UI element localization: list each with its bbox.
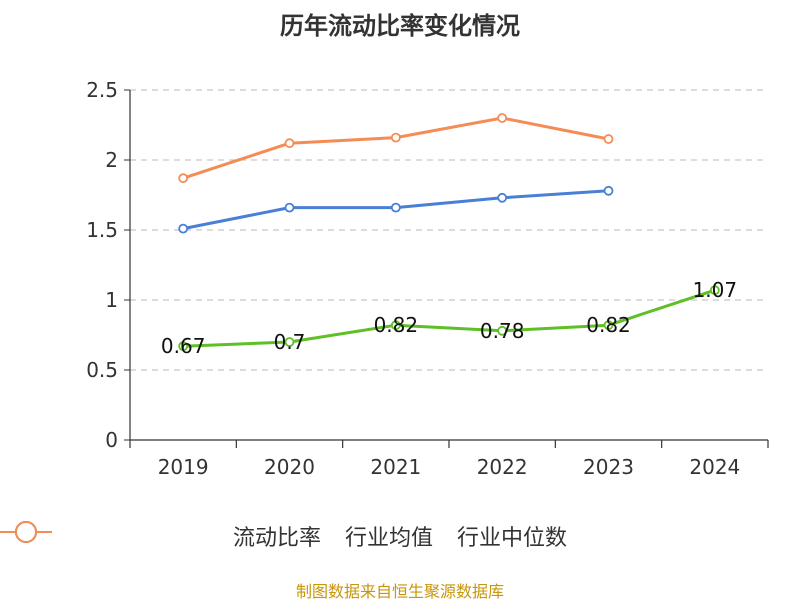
legend-line-icon — [0, 521, 52, 543]
data-point — [178, 223, 189, 234]
series-line — [183, 288, 716, 348]
legend-label: 行业均值 — [344, 526, 433, 551]
x-tick-label: 2020 — [264, 455, 315, 479]
data-point — [390, 132, 401, 143]
data-point — [178, 341, 189, 352]
data-point — [497, 113, 508, 123]
series-line — [182, 116, 609, 180]
data-point — [603, 134, 614, 144]
data-label: 0.67 — [161, 334, 206, 358]
y-tick-label: 0 — [105, 428, 118, 452]
x-tick-label: 2023 — [583, 455, 634, 479]
legend-label: 流动比率 — [232, 526, 321, 551]
data-source-note: 制图数据来自恒生聚源数据库 — [295, 582, 504, 601]
data-point — [390, 202, 401, 213]
data-point — [390, 320, 401, 331]
data-point — [284, 202, 295, 213]
data-label: 0.7 — [274, 330, 306, 354]
x-tick-label: 2022 — [477, 455, 528, 479]
data-point — [284, 337, 295, 347]
x-tick-label: 2024 — [689, 455, 740, 479]
y-tick-label: 1.5 — [86, 218, 118, 242]
data-label: 0.82 — [374, 313, 419, 337]
data-point — [603, 185, 614, 196]
data-point — [284, 138, 295, 149]
data-point — [497, 192, 508, 203]
data-point — [603, 320, 614, 331]
legend: 流动比率 行业均值 行业中位数 — [0, 520, 800, 552]
legend-item-industry-mean[interactable]: 行业均值 — [0, 520, 433, 552]
data-point — [178, 173, 189, 184]
data-label: 0.82 — [586, 313, 631, 337]
legend-label: 行业中位数 — [457, 526, 568, 551]
x-tick-label: 2021 — [370, 455, 421, 479]
y-tick-label: 2 — [105, 148, 118, 172]
y-tick-label: 2.5 — [86, 78, 118, 102]
x-tick-label: 2019 — [158, 455, 209, 479]
y-tick-label: 1 — [105, 288, 118, 312]
data-point — [497, 325, 508, 336]
legend-item-current-ratio[interactable]: 流动比率 — [0, 520, 321, 552]
data-label: 1.07 — [693, 278, 738, 302]
y-tick-label: 0.5 — [86, 358, 118, 382]
chart-title: 历年流动比率变化情况 — [280, 12, 520, 40]
data-point — [709, 285, 720, 296]
legend-item-industry-median[interactable]: 行业中位数 — [0, 520, 568, 552]
data-label: 0.78 — [480, 319, 525, 343]
